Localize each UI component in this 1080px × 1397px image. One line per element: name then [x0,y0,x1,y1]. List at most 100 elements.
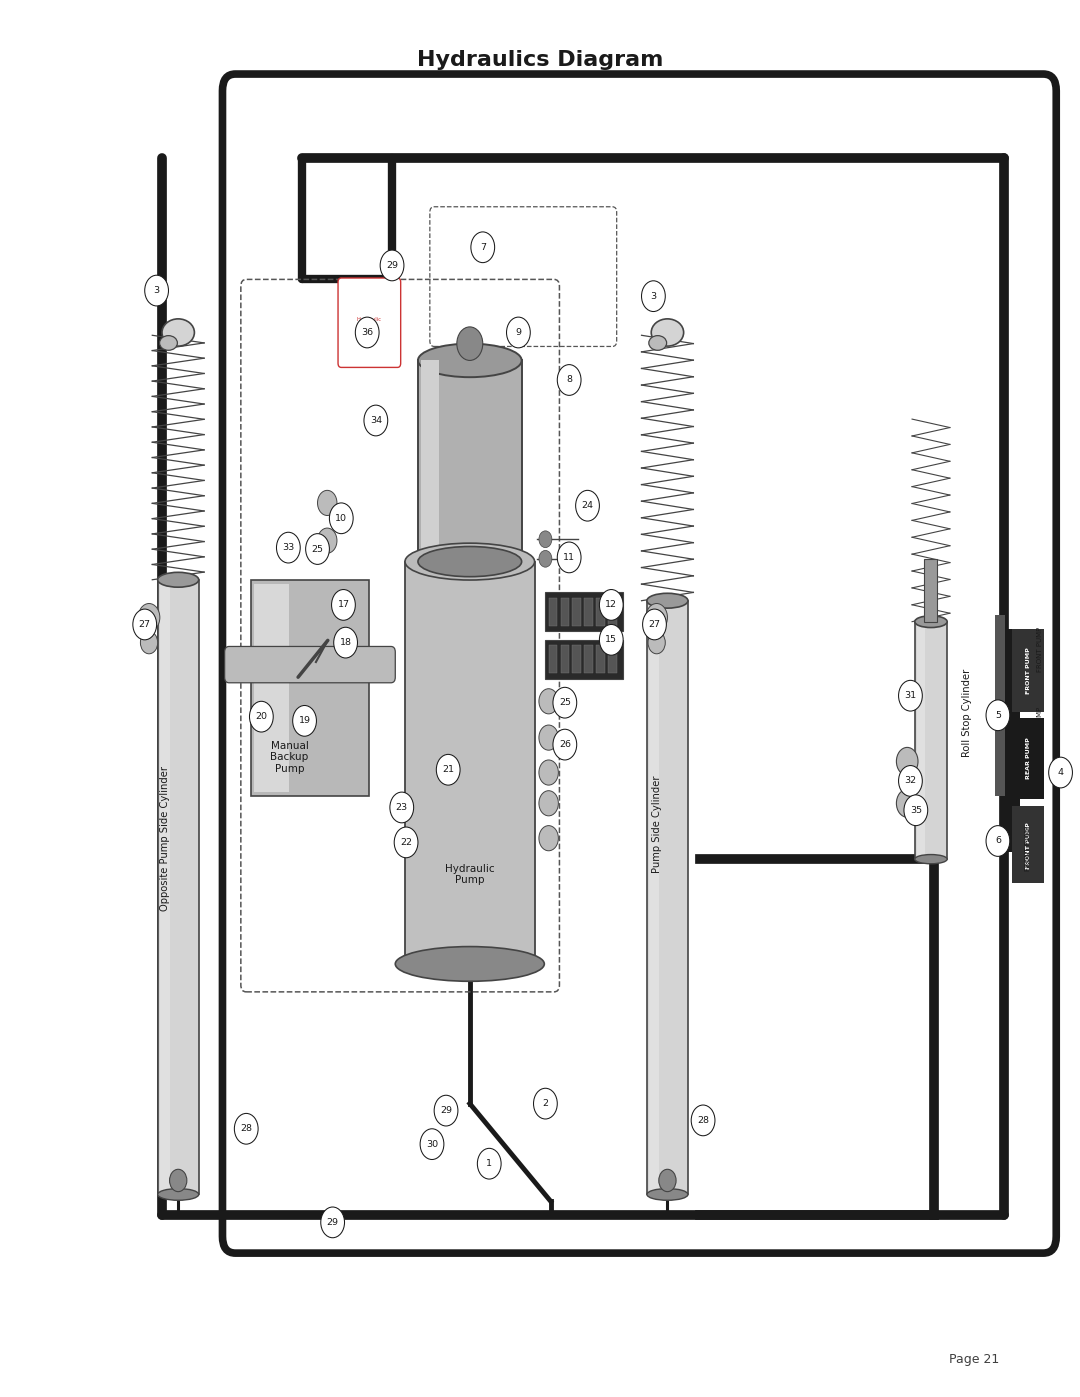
Circle shape [355,317,379,348]
Bar [545,592,623,631]
Text: 10: 10 [335,514,348,522]
Text: 33: 33 [282,543,295,552]
FancyBboxPatch shape [1012,718,1044,799]
Circle shape [507,317,530,348]
Text: Hydraulic
Pump: Hydraulic Pump [445,863,495,886]
Circle shape [420,1129,444,1160]
Circle shape [539,760,558,785]
Text: 4: 4 [1057,768,1064,777]
Circle shape [899,766,922,796]
Text: Page 21: Page 21 [948,1354,999,1366]
Circle shape [539,689,558,714]
Ellipse shape [647,594,688,608]
Text: 9: 9 [515,328,522,337]
Text: 27: 27 [138,620,151,629]
Circle shape [646,604,667,631]
Circle shape [899,680,922,711]
Text: 21: 21 [442,766,455,774]
Circle shape [138,604,160,631]
Ellipse shape [915,855,947,863]
Circle shape [332,590,355,620]
Text: 36: 36 [361,328,374,337]
Text: Opposite Pump Side Cylinder: Opposite Pump Side Cylinder [160,766,171,911]
Text: REAR PUMP: REAR PUMP [1026,738,1030,780]
Text: FRONT PUMP: FRONT PUMP [1026,647,1030,694]
Circle shape [334,627,357,658]
Circle shape [659,1169,676,1192]
Circle shape [599,624,623,655]
Circle shape [557,365,581,395]
Text: 7: 7 [480,243,486,251]
Bar [608,645,617,673]
Text: 1: 1 [486,1160,492,1168]
Text: Roll Stop Cylinder: Roll Stop Cylinder [961,668,972,757]
Ellipse shape [160,335,177,351]
Ellipse shape [162,319,194,346]
Text: 34: 34 [369,416,382,425]
Circle shape [557,542,581,573]
Text: 3: 3 [650,292,657,300]
Text: 2: 2 [542,1099,549,1108]
Circle shape [553,729,577,760]
Circle shape [539,791,558,816]
Bar [418,360,522,562]
Text: FRONT PUMP: FRONT PUMP [1025,826,1031,870]
Text: 11: 11 [563,553,576,562]
Text: 23: 23 [395,803,408,812]
Text: 25: 25 [558,698,571,707]
Bar [1008,629,1020,852]
Text: 20: 20 [255,712,268,721]
Bar [561,645,569,673]
Text: 28: 28 [240,1125,253,1133]
Bar [924,559,937,622]
Circle shape [599,590,623,620]
Text: 29: 29 [440,1106,453,1115]
Text: 8: 8 [566,376,572,384]
Text: 5: 5 [995,711,1001,719]
Ellipse shape [418,546,522,577]
Bar [461,559,478,564]
Text: 22: 22 [400,838,413,847]
Text: 18: 18 [339,638,352,647]
Ellipse shape [915,616,947,627]
Circle shape [436,754,460,785]
Circle shape [553,687,577,718]
Text: 25: 25 [311,545,324,553]
FancyBboxPatch shape [1012,629,1044,712]
Bar [254,584,289,792]
Bar [545,640,623,679]
Text: Manual
Backup
Pump: Manual Backup Pump [270,740,309,774]
Text: Hydraulics Diagram: Hydraulics Diagram [417,50,663,70]
Bar [405,562,535,964]
Ellipse shape [651,319,684,346]
Text: 15: 15 [605,636,618,644]
Bar [596,598,605,626]
Circle shape [394,827,418,858]
Text: FRONT PUMP: FRONT PUMP [1037,627,1043,672]
Text: 24: 24 [581,502,594,510]
Circle shape [539,531,552,548]
Text: 3: 3 [153,286,160,295]
Ellipse shape [158,573,199,587]
Circle shape [534,1088,557,1119]
Circle shape [471,232,495,263]
Text: 30: 30 [426,1140,438,1148]
Bar [561,598,569,626]
Circle shape [276,532,300,563]
Ellipse shape [405,543,535,580]
Bar [549,645,557,673]
Circle shape [896,747,918,775]
Circle shape [477,1148,501,1179]
Bar [572,598,581,626]
Bar [251,580,369,796]
Circle shape [539,826,558,851]
Text: 26: 26 [558,740,571,749]
Text: 17: 17 [337,601,350,609]
FancyBboxPatch shape [225,647,395,683]
Bar [584,645,593,673]
Ellipse shape [649,335,666,351]
Ellipse shape [647,1189,688,1200]
Circle shape [318,490,337,515]
Circle shape [457,327,483,360]
Text: 6: 6 [995,837,1001,845]
